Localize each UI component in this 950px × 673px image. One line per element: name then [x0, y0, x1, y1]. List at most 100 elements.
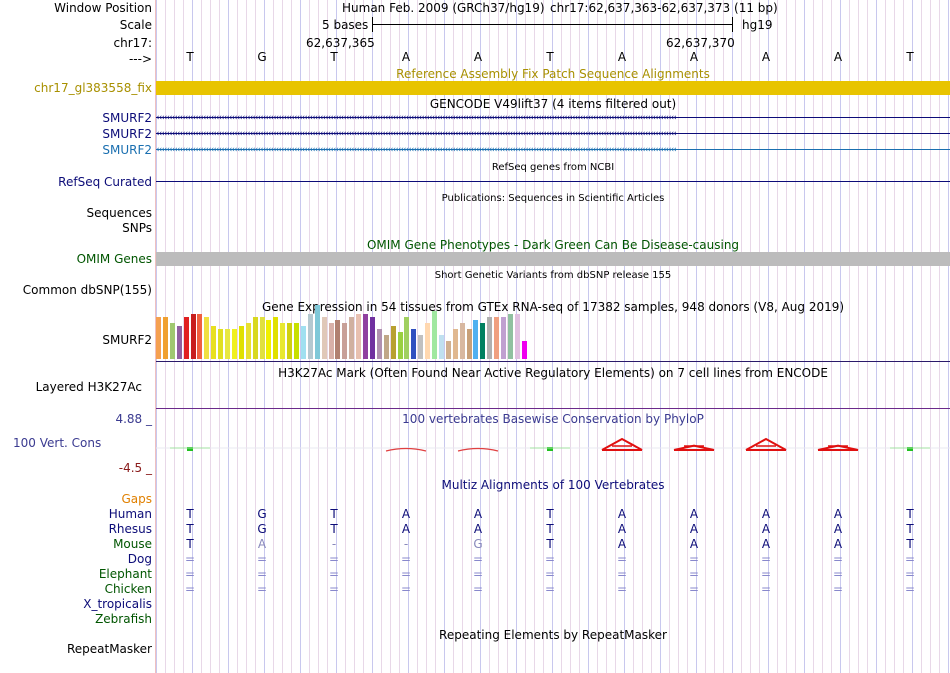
- multiz-base: T: [546, 507, 554, 521]
- gtex-tissue-bar[interactable]: [314, 305, 320, 359]
- multiz-species-label[interactable]: Mouse: [113, 537, 152, 551]
- multiz-species-label[interactable]: Dog: [127, 552, 152, 566]
- gtex-tissue-bar[interactable]: [197, 314, 203, 359]
- gtex-tissue-bar[interactable]: [466, 329, 472, 359]
- multiz-species-label[interactable]: Zebrafish: [95, 612, 152, 626]
- gencode-transcript-3[interactable]: ‹‹‹‹‹‹‹‹‹‹‹‹‹‹‹‹‹‹‹‹‹‹‹‹‹‹‹‹‹‹‹‹‹‹‹‹‹‹‹‹…: [156, 146, 950, 154]
- gtex-tissue-bar[interactable]: [252, 317, 258, 359]
- gtex-label[interactable]: SMURF2: [102, 333, 152, 347]
- repeatmasker-label[interactable]: RepeatMasker: [66, 642, 152, 656]
- gtex-tissue-bar[interactable]: [390, 326, 396, 359]
- gtex-tissue-bar[interactable]: [363, 314, 368, 359]
- gtex-tissue-bar[interactable]: [335, 320, 341, 359]
- gtex-tissue-bar[interactable]: [473, 320, 479, 359]
- gtex-title[interactable]: Gene Expression in 54 tissues from GTEx …: [261, 300, 845, 314]
- position-text: chr17:62,637,363-62,637,373 (11 bp): [550, 1, 778, 15]
- gtex-tissue-bar[interactable]: [376, 329, 382, 359]
- gtex-tissue-bar[interactable]: [342, 323, 348, 359]
- omim-bar[interactable]: [156, 252, 950, 266]
- gtex-tissue-bar[interactable]: [294, 323, 299, 359]
- h3k27ac-label[interactable]: Layered H3K27Ac: [35, 380, 142, 394]
- gtex-tissue-bar[interactable]: [445, 341, 451, 359]
- omim-title[interactable]: OMIM Gene Phenotypes - Dark Green Can Be…: [366, 238, 740, 252]
- gtex-tissue-bar[interactable]: [418, 335, 424, 359]
- publications-title[interactable]: Publications: Sequences in Scientific Ar…: [441, 193, 665, 204]
- gtex-tissue-bar[interactable]: [383, 335, 389, 359]
- gtex-tissue-bar[interactable]: [452, 329, 458, 359]
- multiz-gaps-label[interactable]: Gaps: [121, 492, 152, 506]
- fix-patch-title[interactable]: Reference Assembly Fix Patch Sequence Al…: [396, 67, 710, 81]
- omim-label[interactable]: OMIM Genes: [76, 252, 152, 266]
- multiz-species-label[interactable]: Chicken: [104, 582, 152, 596]
- gencode-transcript-2[interactable]: ‹‹‹‹‹‹‹‹‹‹‹‹‹‹‹‹‹‹‹‹‹‹‹‹‹‹‹‹‹‹‹‹‹‹‹‹‹‹‹‹…: [156, 130, 950, 138]
- gtex-tissue-bar[interactable]: [459, 323, 465, 359]
- phylop-max: 4.88 _: [115, 412, 152, 426]
- gtex-tissue-bar[interactable]: [156, 317, 161, 359]
- phylop-title[interactable]: 100 vertebrates Basewise Conservation by…: [402, 412, 704, 426]
- dbsnp-label[interactable]: Common dbSNP(155): [22, 283, 152, 297]
- gtex-tissue-bar[interactable]: [204, 317, 210, 359]
- gtex-tissue-bar[interactable]: [273, 317, 279, 359]
- h3k27ac-title[interactable]: H3K27Ac Mark (Often Found Near Active Re…: [278, 366, 828, 380]
- gtex-tissue-bar[interactable]: [287, 323, 293, 359]
- gtex-tissue-bar[interactable]: [245, 323, 251, 359]
- gtex-tissue-bar[interactable]: [501, 317, 506, 359]
- multiz-species-label[interactable]: Human: [108, 507, 152, 521]
- gtex-tissue-bar[interactable]: [231, 329, 237, 359]
- gtex-tissue-bar[interactable]: [211, 326, 217, 359]
- gtex-tissue-bar[interactable]: [190, 314, 196, 359]
- gtex-tissue-bar[interactable]: [321, 317, 327, 359]
- multiz-title[interactable]: Multiz Alignments of 100 Vertebrates: [441, 478, 665, 492]
- gtex-tissue-bar[interactable]: [521, 341, 527, 359]
- gtex-tissue-bar[interactable]: [328, 323, 334, 359]
- gtex-tissue-bar[interactable]: [404, 317, 410, 359]
- refseq-label[interactable]: RefSeq Curated: [58, 175, 152, 189]
- multiz-species-label[interactable]: Elephant: [98, 567, 152, 581]
- gtex-tissue-bar[interactable]: [280, 323, 286, 359]
- gtex-tissue-bar[interactable]: [438, 335, 444, 359]
- dbsnp-title[interactable]: Short Genetic Variants from dbSNP releas…: [434, 270, 672, 281]
- publications-label-sequences[interactable]: Sequences: [86, 206, 152, 220]
- gtex-tissue-bar[interactable]: [397, 332, 403, 359]
- multiz-species-label[interactable]: X_tropicalis: [83, 597, 152, 611]
- gencode-transcript-1[interactable]: ‹‹‹‹‹‹‹‹‹‹‹‹‹‹‹‹‹‹‹‹‹‹‹‹‹‹‹‹‹‹‹‹‹‹‹‹‹‹‹‹…: [156, 114, 950, 122]
- gtex-tissue-bar[interactable]: [183, 317, 189, 359]
- gtex-tissue-bar[interactable]: [169, 323, 175, 359]
- gtex-tissue-bar[interactable]: [307, 314, 313, 359]
- refseq-line[interactable]: [156, 181, 950, 182]
- fix-patch-label[interactable]: chr17_gl383558_fix: [34, 81, 152, 95]
- gencode-label-2[interactable]: SMURF2: [102, 127, 152, 141]
- gtex-tissue-bar[interactable]: [369, 317, 375, 359]
- gtex-tissue-bar[interactable]: [162, 317, 168, 359]
- gtex-tissue-bar[interactable]: [425, 323, 431, 359]
- gencode-label-3[interactable]: SMURF2: [102, 143, 152, 157]
- base-letter: T: [330, 50, 338, 64]
- gtex-tissue-bar[interactable]: [356, 314, 362, 359]
- repeatmasker-title[interactable]: Repeating Elements by RepeatMasker: [439, 628, 667, 642]
- gtex-tissue-bar[interactable]: [238, 326, 244, 359]
- gtex-tissue-bar[interactable]: [507, 314, 513, 359]
- gtex-bar-graph[interactable]: [156, 305, 536, 359]
- gtex-tissue-bar[interactable]: [411, 329, 417, 359]
- gtex-tissue-bar[interactable]: [514, 314, 520, 359]
- gtex-tissue-bar[interactable]: [487, 317, 493, 359]
- gencode-label-1[interactable]: SMURF2: [102, 111, 152, 125]
- fix-patch-bar[interactable]: [156, 81, 950, 95]
- gtex-tissue-bar[interactable]: [266, 320, 272, 359]
- gencode-title[interactable]: GENCODE V49lift37 (4 items filtered out): [429, 97, 677, 111]
- gtex-tissue-bar[interactable]: [176, 326, 182, 359]
- phylop-label[interactable]: 100 Vert. Cons: [13, 436, 102, 450]
- publications-label-snps[interactable]: SNPs: [122, 221, 152, 235]
- gtex-tissue-bar[interactable]: [349, 317, 355, 359]
- gtex-tissue-bar[interactable]: [300, 326, 306, 359]
- gtex-tissue-bar[interactable]: [432, 311, 437, 359]
- gtex-tissue-bar[interactable]: [480, 323, 486, 359]
- multiz-species-label[interactable]: Rhesus: [108, 522, 152, 536]
- gtex-tissue-bar[interactable]: [259, 317, 265, 359]
- refseq-title[interactable]: RefSeq genes from NCBI: [491, 162, 615, 173]
- phylop-graph[interactable]: [156, 426, 950, 466]
- gtex-tissue-bar[interactable]: [225, 329, 230, 359]
- gtex-tissue-bar[interactable]: [494, 317, 500, 359]
- gtex-tissue-bar[interactable]: [218, 329, 224, 359]
- multiz-base: A: [401, 522, 411, 536]
